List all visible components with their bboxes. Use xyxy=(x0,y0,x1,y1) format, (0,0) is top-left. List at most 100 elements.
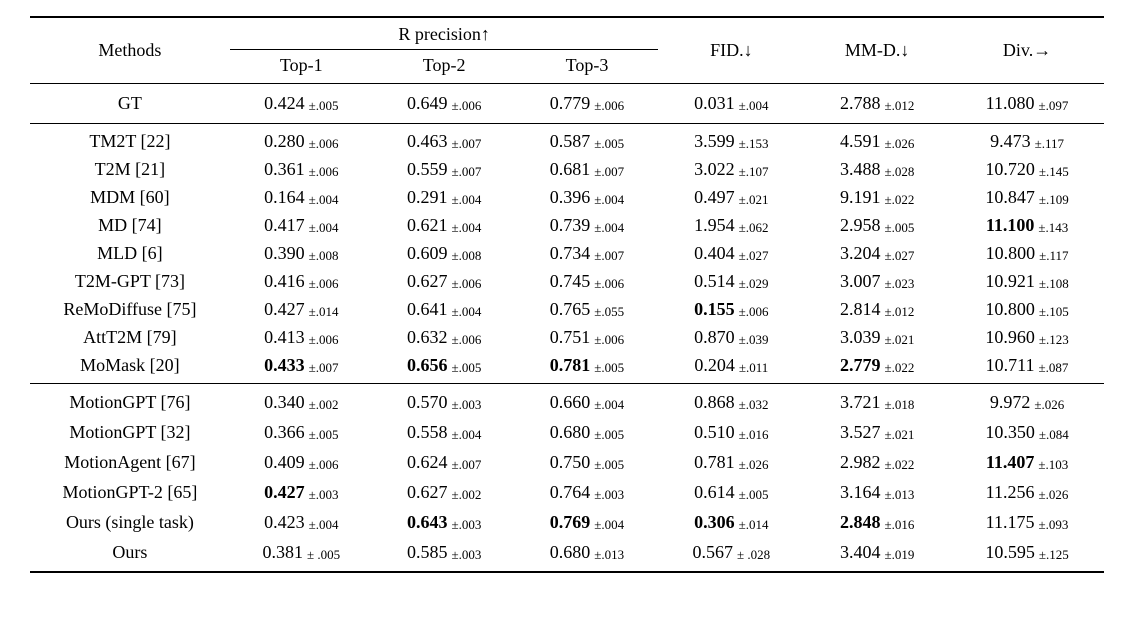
metric-std: ±.108 xyxy=(1038,276,1069,291)
table-row: MotionGPT [76] 0.340 ±.002 0.570 ±.003 0.660 ±… xyxy=(30,384,1104,418)
metric-cell: 0.632 ±.006 xyxy=(373,324,516,352)
metric-value: 0.614 xyxy=(694,482,735,502)
results-table: Methods R precision↑ FID.↓ MM-D.↓ Div.→ … xyxy=(30,16,1104,573)
metric-cell: 0.681 ±.007 xyxy=(516,156,659,184)
metric-cell: 4.591 ±.026 xyxy=(804,124,950,156)
table-row: AttT2M [79] 0.413 ±.006 0.632 ±.006 0.751 ±.00… xyxy=(30,324,1104,352)
metric-cell: 0.396 ±.004 xyxy=(516,184,659,212)
metric-cell: 11.100 ±.143 xyxy=(950,212,1104,240)
metric-value: 0.680 xyxy=(549,542,591,562)
table-row: T2M [21] 0.361 ±.006 0.559 ±.007 0.681 ±.007 3.… xyxy=(30,156,1104,184)
metric-value: 0.769 xyxy=(549,512,591,532)
metric-value: 0.643 xyxy=(406,512,448,532)
col-subheader-top-2: Top-2 xyxy=(422,55,466,75)
metric-value: 0.424 xyxy=(264,93,305,113)
table-row: MotionGPT [32] 0.366 ±.005 0.558 ±.004 0.680 ±… xyxy=(30,418,1104,448)
metric-value: 2.779 xyxy=(839,355,881,375)
metric-value: 3.164 xyxy=(839,482,881,502)
table-row: MotionAgent [67] 0.409 ±.006 0.624 ±.007 0.75… xyxy=(30,448,1104,478)
metric-std: ±.023 xyxy=(884,276,915,291)
metric-std: ±.097 xyxy=(1038,98,1069,113)
metric-cell: 0.416 ±.006 xyxy=(230,268,373,296)
metric-std: ±.016 xyxy=(738,427,769,442)
metric-cell: 0.621 ±.004 xyxy=(373,212,516,240)
metric-cell: 3.164 ±.013 xyxy=(804,478,950,508)
metric-std: ±.026 xyxy=(1034,397,1065,412)
metric-cell: 0.781 ±.026 xyxy=(658,448,804,478)
metric-cell: 3.039 ±.021 xyxy=(804,324,950,352)
metric-value: 2.788 xyxy=(839,93,881,113)
metric-std: ±.013 xyxy=(884,487,915,502)
metric-cell: 0.381 ± .005 xyxy=(230,538,373,573)
method-name: MotionGPT [76] xyxy=(69,392,191,412)
metric-value: 10.350 xyxy=(985,422,1035,442)
col-header-methods: Methods xyxy=(98,40,162,60)
metric-cell: 0.510 ±.016 xyxy=(658,418,804,448)
metric-std: ±.005 xyxy=(308,427,339,442)
metric-std: ±.003 xyxy=(451,517,482,532)
metric-cell: 0.627 ±.006 xyxy=(373,268,516,296)
group-ground-truth: GT 0.424 ±.005 0.649 ±.006 0.779 ±.006 0.031 ±.0… xyxy=(30,84,1104,124)
metric-value: 0.734 xyxy=(549,243,591,263)
metric-value: 3.527 xyxy=(839,422,881,442)
metric-value: 0.681 xyxy=(549,159,591,179)
metric-std: ±.004 xyxy=(308,220,339,235)
method-name: MotionGPT-2 [65] xyxy=(62,482,198,502)
metric-std: ±.029 xyxy=(738,276,769,291)
metric-std: ±.021 xyxy=(738,192,769,207)
metric-std: ±.005 xyxy=(884,220,915,235)
table-row: MD [74] 0.417 ±.004 0.621 ±.004 0.739 ±.004 1.9… xyxy=(30,212,1104,240)
metric-std: ±.002 xyxy=(308,397,339,412)
metric-value: 11.256 xyxy=(985,482,1035,502)
metric-std: ±.006 xyxy=(308,276,339,291)
metric-cell: 0.765 ±.055 xyxy=(516,296,659,324)
metric-std: ±.022 xyxy=(884,360,915,375)
metric-std: ±.006 xyxy=(594,276,625,291)
method-name: ReMoDiffuse [75] xyxy=(63,299,197,319)
metric-cell: 3.599 ±.153 xyxy=(658,124,804,156)
metric-std: ±.004 xyxy=(308,192,339,207)
metric-std: ±.007 xyxy=(451,136,482,151)
metric-value: 10.720 xyxy=(985,159,1035,179)
metric-std: ±.055 xyxy=(594,304,625,319)
metric-value: 0.624 xyxy=(406,452,448,472)
metric-cell: 10.720 ±.145 xyxy=(950,156,1104,184)
metric-value: 0.660 xyxy=(549,392,591,412)
metric-value: 0.361 xyxy=(264,159,305,179)
metric-std: ±.006 xyxy=(308,332,339,347)
metric-value: 0.404 xyxy=(694,243,735,263)
metric-value: 0.656 xyxy=(406,355,448,375)
metric-std: ±.022 xyxy=(884,192,915,207)
metric-value: 0.570 xyxy=(406,392,448,412)
method-name: Ours (single task) xyxy=(65,512,194,532)
metric-value: 0.390 xyxy=(264,243,305,263)
metric-value: 0.204 xyxy=(694,355,735,375)
metric-value: 0.291 xyxy=(406,187,448,207)
metric-std: ±.006 xyxy=(308,164,339,179)
metric-std: ±.004 xyxy=(451,427,482,442)
metric-value: 0.497 xyxy=(694,187,735,207)
metric-cell: 9.972 ±.026 xyxy=(950,384,1104,418)
metric-cell: 11.407 ±.103 xyxy=(950,448,1104,478)
group-prior-methods: TM2T [22] 0.280 ±.006 0.463 ±.007 0.587 ±.005 3… xyxy=(30,124,1104,384)
metric-std: ±.004 xyxy=(594,192,625,207)
metric-std: ±.006 xyxy=(451,332,482,347)
metric-value: 0.417 xyxy=(264,215,305,235)
method-name: MDM [60] xyxy=(90,187,170,207)
col-header-mmd: MM-D.↓ xyxy=(844,40,910,60)
metric-value: 2.958 xyxy=(839,215,881,235)
metric-value: 11.100 xyxy=(985,215,1035,235)
metric-cell: 0.570 ±.003 xyxy=(373,384,516,418)
metric-std: ±.019 xyxy=(884,547,915,562)
metric-std: ±.012 xyxy=(884,304,915,319)
metric-std: ± .028 xyxy=(737,547,771,562)
metric-value: 0.381 xyxy=(262,542,303,562)
metric-cell: 0.404 ±.027 xyxy=(658,240,804,268)
metric-std: ±.004 xyxy=(594,517,625,532)
metric-std: ±.153 xyxy=(738,136,769,151)
metric-std: ±.008 xyxy=(451,248,482,263)
metric-value: 3.599 xyxy=(694,131,735,151)
metric-value: 10.800 xyxy=(985,299,1035,319)
metric-value: 2.814 xyxy=(839,299,881,319)
